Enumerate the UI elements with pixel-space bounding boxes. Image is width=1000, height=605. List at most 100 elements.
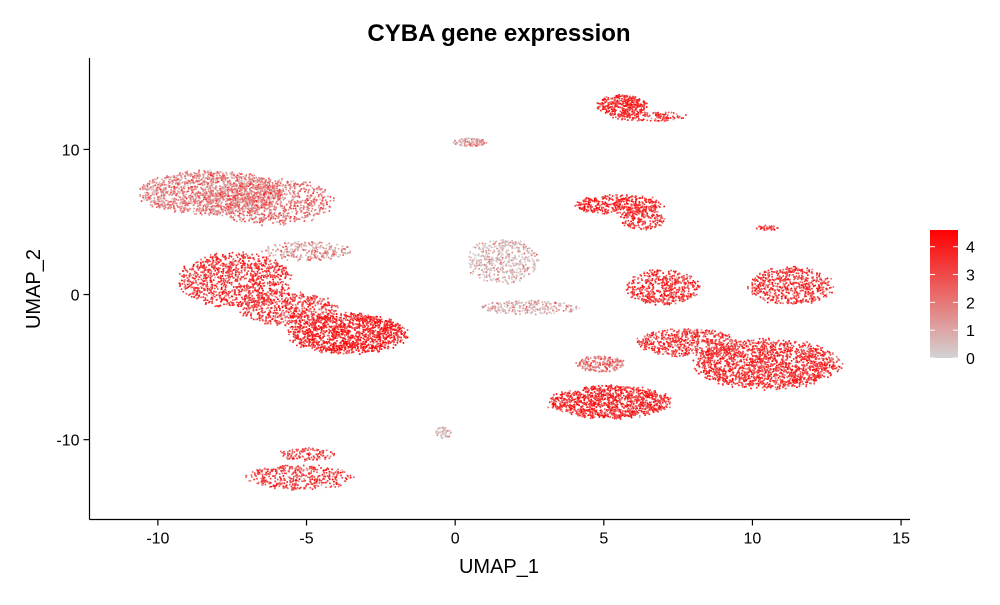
data-point (308, 207, 310, 210)
data-point (233, 198, 235, 201)
data-point (225, 289, 227, 292)
data-point (274, 195, 277, 198)
data-point (161, 192, 164, 195)
data-point (279, 274, 282, 277)
data-point (196, 208, 198, 211)
data-point (267, 298, 270, 301)
data-point (230, 283, 233, 286)
data-point (239, 258, 242, 260)
data-point (145, 199, 148, 202)
data-point (193, 174, 196, 177)
data-point (253, 217, 256, 220)
data-point (280, 295, 283, 298)
data-point (171, 203, 174, 206)
data-point (241, 201, 243, 203)
data-point (260, 268, 263, 271)
data-point (299, 183, 302, 186)
data-point (315, 212, 318, 215)
data-point (202, 193, 205, 196)
data-point (264, 274, 267, 277)
data-point (199, 201, 202, 204)
data-point (297, 301, 300, 304)
data-point (172, 205, 175, 208)
data-point (321, 193, 323, 196)
data-point (209, 272, 212, 275)
data-point (350, 348, 353, 351)
data-point (327, 297, 329, 300)
data-point (337, 352, 340, 355)
data-point (246, 202, 249, 205)
data-point (252, 297, 255, 300)
data-point (267, 304, 270, 307)
data-point (259, 185, 262, 188)
data-point (301, 313, 304, 316)
data-point (237, 285, 240, 288)
data-point (160, 197, 163, 200)
data-point (221, 177, 224, 180)
data-point (314, 324, 317, 327)
data-point (248, 214, 251, 217)
data-point (202, 277, 205, 280)
data-point (214, 207, 216, 209)
data-point (202, 173, 205, 176)
data-point (230, 194, 233, 197)
data-point (303, 323, 306, 326)
data-point (193, 270, 196, 273)
data-point (381, 333, 384, 336)
data-point (267, 263, 270, 266)
data-point (241, 197, 244, 200)
data-point (227, 267, 230, 270)
data-point (224, 256, 227, 259)
data-point (251, 190, 254, 193)
data-point (233, 277, 235, 279)
data-point (189, 274, 192, 277)
data-point (221, 186, 224, 189)
data-point (165, 199, 167, 202)
data-point (256, 184, 259, 187)
data-point (191, 197, 194, 200)
data-point (166, 203, 169, 206)
data-point (331, 304, 334, 307)
data-point (239, 199, 242, 202)
data-point (235, 199, 238, 202)
data-point (289, 220, 292, 223)
data-point (193, 213, 196, 216)
data-point (297, 194, 300, 196)
data-point (221, 275, 224, 277)
data-point (224, 271, 227, 274)
data-point (212, 190, 214, 192)
data-point (215, 263, 218, 265)
data-point (230, 215, 233, 218)
data-point (231, 289, 234, 292)
data-point (200, 258, 203, 261)
data-point (260, 316, 263, 319)
data-point (230, 201, 233, 204)
data-point (152, 181, 155, 184)
data-point (246, 191, 249, 193)
data-point (270, 282, 273, 285)
data-point (359, 332, 362, 335)
data-point (200, 187, 203, 190)
data-point (214, 269, 217, 272)
data-point (207, 271, 210, 274)
data-point (224, 192, 227, 195)
data-point (182, 198, 185, 200)
data-point (243, 192, 246, 195)
data-point (246, 313, 249, 316)
data-point (244, 174, 247, 177)
data-point (178, 195, 181, 198)
data-point (335, 313, 338, 316)
data-point (231, 207, 234, 210)
data-point (222, 211, 224, 213)
data-point (240, 290, 243, 292)
data-point (141, 186, 144, 189)
data-point (332, 309, 335, 312)
data-point (185, 269, 188, 272)
data-point (273, 261, 276, 264)
data-point (274, 180, 277, 183)
data-point (279, 182, 282, 185)
data-point (202, 261, 205, 264)
data-point (380, 318, 383, 321)
data-point (308, 204, 311, 207)
data-point (179, 203, 182, 206)
